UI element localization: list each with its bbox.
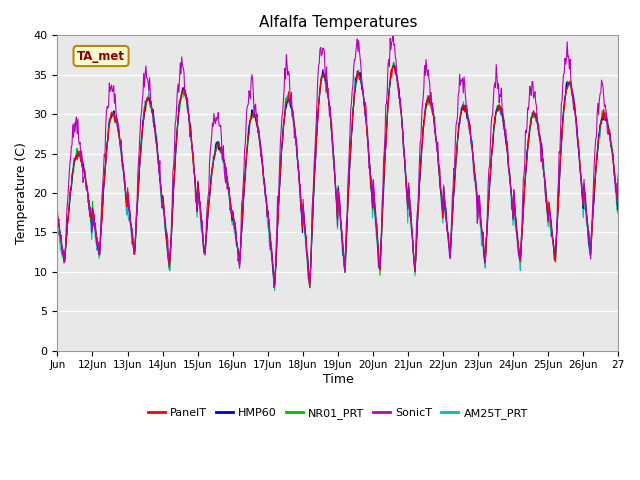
Y-axis label: Temperature (C): Temperature (C) [15, 142, 28, 244]
Legend: PanelT, HMP60, NR01_PRT, SonicT, AM25T_PRT: PanelT, HMP60, NR01_PRT, SonicT, AM25T_P… [143, 404, 532, 423]
Text: TA_met: TA_met [77, 49, 125, 62]
X-axis label: Time: Time [323, 373, 353, 386]
Title: Alfalfa Temperatures: Alfalfa Temperatures [259, 15, 417, 30]
